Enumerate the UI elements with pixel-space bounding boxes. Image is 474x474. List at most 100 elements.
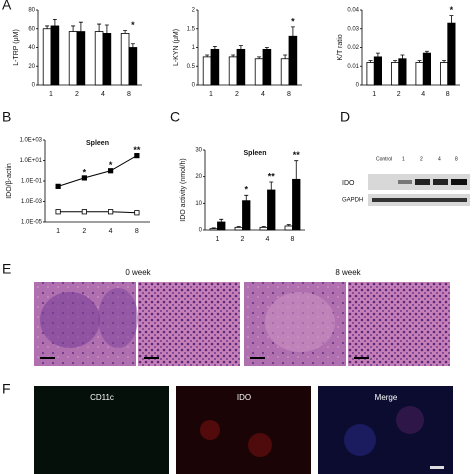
x-tick-label: 4 [109, 228, 113, 235]
y-tick-label: 0 [32, 83, 36, 89]
error-bar [375, 52, 380, 57]
y-tick-label: 0.5 [187, 64, 196, 70]
lane-label: 4 [438, 156, 441, 162]
histology-label: 0 week [125, 268, 151, 277]
scale-bar [430, 466, 444, 469]
x-tick-label: 1 [49, 91, 53, 98]
bar [259, 226, 268, 231]
fluorescence-image [318, 386, 453, 474]
blot-band [415, 179, 430, 185]
follicle [265, 292, 335, 352]
y-axis-label: L-TRP (μM) [13, 29, 20, 66]
signal [344, 424, 376, 456]
annotation: * [83, 167, 87, 177]
y-tick-label: 0.01 [347, 64, 359, 70]
axis [204, 150, 305, 231]
marker [134, 210, 140, 216]
y-tick-label: 0.04 [347, 8, 359, 14]
error-bar [400, 54, 405, 59]
x-tick-label: 8 [287, 91, 291, 98]
error-bar [212, 45, 217, 50]
y-tick-label: 20 [195, 174, 202, 180]
histology-label: 8 week [335, 268, 361, 277]
y-tick-label: 1.0E-01 [21, 179, 43, 185]
error-bar [449, 15, 454, 24]
bar [373, 56, 382, 86]
x-tick-label: 2 [82, 228, 86, 235]
marker [55, 183, 61, 189]
y-tick-label: 2 [192, 8, 196, 14]
lane-label: 1 [402, 156, 405, 162]
y-tick-label: 80 [28, 8, 35, 14]
y-tick-label: 0 [192, 83, 196, 89]
western-blot: Control 1 2 4 8 IDO GAPDH [342, 156, 470, 206]
bar [254, 58, 264, 86]
x-tick-label: 4 [261, 91, 265, 98]
y-axis-label: L-KYN (μM) [173, 29, 180, 66]
bar [68, 31, 78, 86]
bar [398, 58, 407, 86]
annotation: * [131, 20, 135, 30]
x-tick-label: 2 [235, 91, 239, 98]
x-tick-label: 8 [127, 91, 131, 98]
histology-image [138, 282, 240, 366]
panel-label: F [2, 381, 11, 397]
bar [422, 52, 431, 86]
bar [366, 62, 375, 86]
bar [102, 33, 112, 86]
y-tick-label: 20 [28, 64, 35, 70]
bar [262, 48, 272, 86]
error-bar [244, 194, 249, 201]
fluorescence-image [176, 386, 311, 474]
blot-band [372, 198, 467, 202]
y-tick-label: 1 [192, 45, 196, 51]
error-bar [97, 23, 102, 32]
bar [284, 225, 293, 231]
fluorescence-label: CD11c [90, 393, 114, 402]
x-tick-label: 2 [397, 91, 401, 98]
error-bar [290, 26, 295, 37]
annotation: * [291, 16, 295, 26]
fluorescence: CD11c IDO Merge [34, 386, 453, 474]
bar [128, 47, 138, 86]
y-tick-label: 0.03 [347, 26, 359, 32]
y-tick-label: 0 [356, 83, 360, 89]
y-tick-label: 0.02 [347, 45, 359, 51]
bar [242, 200, 251, 231]
x-tick-label: 1 [372, 91, 376, 98]
annotation: ** [268, 171, 276, 181]
lane-label: Control [376, 156, 392, 162]
bar [210, 48, 220, 86]
blot-row-label: GAPDH [342, 198, 363, 204]
y-tick-label: 0 [199, 228, 203, 234]
error-bar [123, 30, 128, 34]
annotation: * [109, 160, 113, 170]
x-tick-label: 8 [446, 91, 450, 98]
x-tick-label: 4 [101, 91, 105, 98]
y-axis-label: K/T ratio [337, 34, 344, 60]
y-tick-label: 1.5 [187, 26, 196, 32]
x-tick-label: 2 [241, 236, 245, 243]
bar [202, 56, 212, 86]
annotation: * [450, 5, 454, 15]
histology-image [348, 282, 450, 366]
bar [94, 31, 104, 86]
fluorescence-label: Merge [375, 393, 398, 402]
lane-label: 8 [455, 156, 458, 162]
fluorescence-label: IDO [237, 393, 251, 402]
bar [415, 62, 424, 86]
error-bar [283, 54, 288, 59]
x-tick-label: 8 [135, 228, 139, 235]
subtitle: Spleen [244, 150, 267, 157]
error-bar [269, 181, 274, 190]
y-tick-label: 60 [28, 26, 35, 32]
y-tick-label: 30 [195, 148, 202, 154]
signal [396, 406, 424, 434]
x-tick-label: 4 [421, 91, 425, 98]
marker [108, 209, 114, 215]
panel-label: E [2, 261, 11, 277]
annotation: * [244, 185, 248, 195]
y-tick-label: 1.0E-03 [21, 199, 43, 205]
error-bar [52, 18, 57, 26]
y-tick-label: 40 [28, 45, 35, 51]
